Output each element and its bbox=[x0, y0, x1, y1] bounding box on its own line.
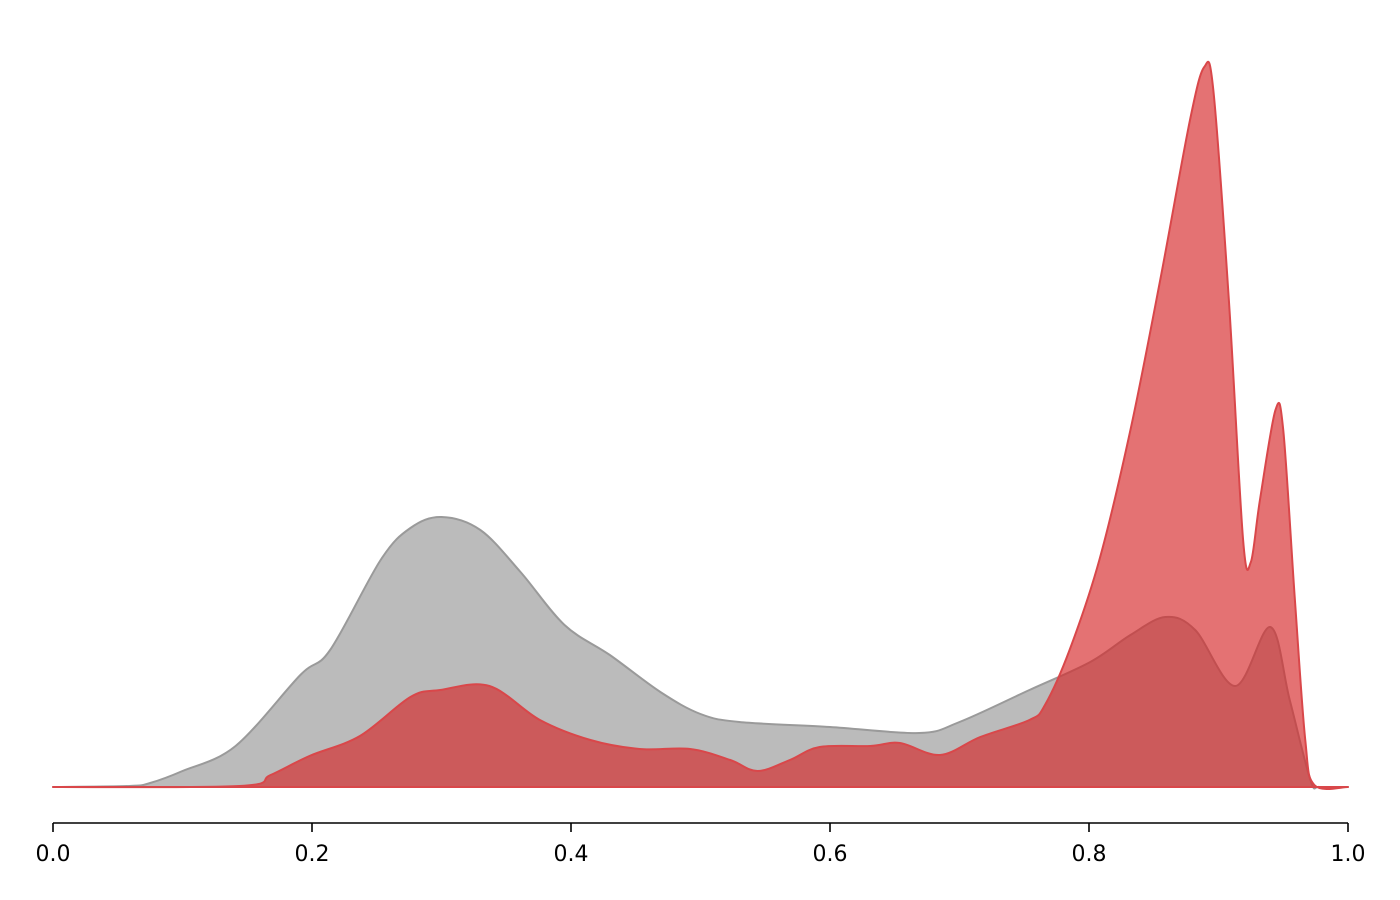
x-tick-label: 0.8 bbox=[1072, 842, 1107, 867]
density-area bbox=[52, 60, 1349, 790]
x-tick-label: 1.0 bbox=[1331, 842, 1366, 867]
x-tick-label: 0.2 bbox=[295, 842, 330, 867]
x-tick-label: 0.0 bbox=[36, 842, 71, 867]
x-tick-label: 0.4 bbox=[554, 842, 589, 867]
x-tick-label: 0.6 bbox=[813, 842, 848, 867]
